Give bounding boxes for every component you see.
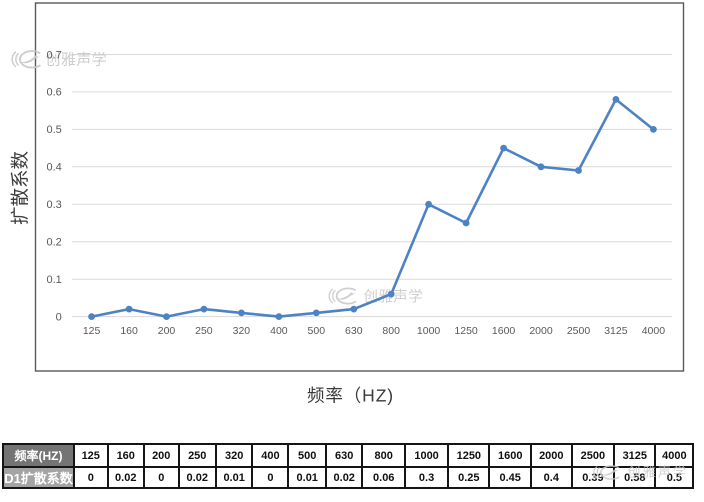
svg-text:1000: 1000 [417,325,441,337]
svg-text:0.3: 0.3 [47,199,62,211]
svg-text:0.1: 0.1 [47,274,62,286]
svg-text:2000: 2000 [529,325,553,337]
svg-text:500: 500 [308,325,326,337]
svg-text:频率（HZ): 频率（HZ) [307,386,394,406]
svg-text:3125: 3125 [604,325,628,337]
svg-text:2500: 2500 [567,325,591,337]
svg-text:0.7: 0.7 [47,49,62,61]
svg-text:0.4: 0.4 [47,162,62,174]
svg-text:创雅声学: 创雅声学 [46,51,108,69]
svg-text:200: 200 [158,325,176,337]
svg-text:0.5: 0.5 [47,124,62,136]
svg-text:160: 160 [120,325,138,337]
svg-text:1600: 1600 [492,325,516,337]
svg-text:4000: 4000 [642,325,666,337]
svg-text:0.2: 0.2 [47,237,62,249]
svg-text:0.6: 0.6 [47,87,62,99]
svg-text:800: 800 [382,325,400,337]
svg-text:125: 125 [83,325,101,337]
svg-text:320: 320 [233,325,251,337]
svg-text:0: 0 [56,311,62,323]
svg-text:400: 400 [270,325,288,337]
svg-text:1250: 1250 [454,325,478,337]
svg-text:630: 630 [345,325,363,337]
svg-text:250: 250 [195,325,213,337]
svg-text:扩散系数: 扩散系数 [10,151,31,225]
